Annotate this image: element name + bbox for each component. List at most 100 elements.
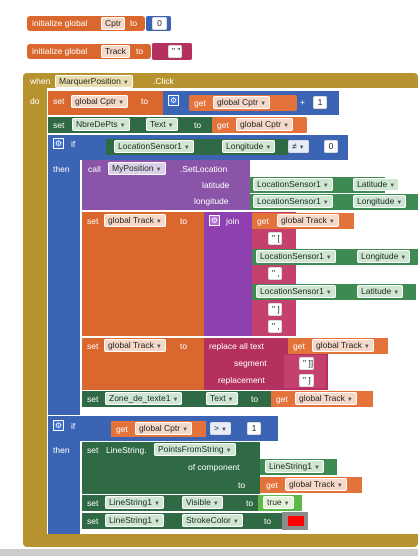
property-dropdown[interactable]: Latitude ▼ (357, 285, 404, 298)
getter-block[interactable]: LocationSensor1 ▼ Latitude ▼ (252, 284, 416, 300)
var-dropdown[interactable]: global Track ▼ (295, 392, 357, 405)
var-name-track[interactable]: Track (101, 45, 130, 58)
if-block-1[interactable] (48, 135, 80, 415)
init-cptr-block[interactable]: initialize global Cptr to (27, 16, 145, 31)
then-label: then (53, 164, 70, 174)
var-dropdown[interactable]: global Cptr ▼ (71, 95, 129, 108)
get-block[interactable]: get global Track ▼ (271, 391, 373, 407)
component-dropdown[interactable]: MarquerPosition ▼ (55, 75, 133, 88)
compare-block[interactable]: LocationSensor1 ▼ Longitude ▼ ≠ ▼ 0 (98, 135, 348, 160)
get-label: get (116, 424, 128, 434)
get-block[interactable]: get global Cptr ▼ (212, 117, 307, 133)
component-dropdown[interactable]: LineString1 ▼ (265, 460, 324, 473)
replace-label: replace all text (209, 341, 264, 351)
get-block[interactable]: get global Cptr ▼ (189, 95, 297, 111)
component-dropdown[interactable]: LineString1 ▼ (105, 496, 164, 509)
set-track-replace-block[interactable]: set global Track ▼ to (82, 338, 204, 390)
var-dropdown[interactable]: global Cptr ▼ (213, 96, 271, 109)
component-dropdown[interactable]: MyPosition ▼ (108, 162, 166, 175)
component-dropdown[interactable]: LocationSensor1 ▼ (114, 140, 194, 153)
component-dropdown[interactable]: NbreDePts ▼ (72, 118, 130, 131)
segment-text-value[interactable]: " ]] " (299, 357, 314, 370)
init-track-block[interactable]: initialize global Track to (27, 44, 151, 59)
set-stroke-block[interactable]: set LineString1 ▼ StrokeColor ▼ to (82, 513, 282, 529)
replacement-text-value[interactable]: " ] " (299, 374, 314, 387)
math-add-block[interactable]: ⚙ get global Cptr ▼ + 1 (163, 91, 339, 115)
property-dropdown[interactable]: Longitude ▼ (357, 250, 411, 263)
text-value[interactable]: " , " (268, 320, 282, 333)
if-gear-icon[interactable]: ⚙ (53, 420, 64, 431)
color-swatch[interactable] (288, 516, 304, 526)
set-label: set (87, 498, 99, 508)
when-keyword: when (30, 76, 51, 86)
do-label: do (30, 96, 40, 106)
text-value[interactable]: " , " (268, 267, 282, 280)
get-block[interactable]: get global Track ▼ (260, 477, 362, 493)
get-block[interactable]: get global Track ▼ (288, 338, 388, 354)
var-dropdown[interactable]: global Track ▼ (312, 339, 374, 352)
if-label: if (71, 139, 76, 149)
component-type: LineString. (106, 445, 147, 455)
number-value[interactable]: 1 (247, 422, 261, 435)
if-label: if (71, 421, 76, 431)
property-dropdown[interactable]: PointsFromString ▼ (154, 443, 236, 456)
text-block[interactable]: " " (152, 43, 192, 60)
set-nbre-block[interactable]: set NbreDePts ▼ Text ▼ to (48, 117, 213, 133)
component-dropdown[interactable]: Zone_de_texte1 ▼ (105, 392, 183, 405)
var-dropdown[interactable]: global Track ▼ (104, 214, 166, 227)
getter-block[interactable]: LocationSensor1 ▼ Latitude ▼ (250, 177, 400, 193)
var-dropdown[interactable]: global Cptr ▼ (135, 422, 193, 435)
set-zone-block[interactable]: set Zone_de_texte1 ▼ Text ▼ to (82, 391, 272, 407)
call-setlocation-block[interactable]: call MyPosition ▼ .SetLocation latitude l… (82, 160, 250, 210)
set-points-block[interactable]: set LineString. PointsFromString ▼ of com… (82, 442, 260, 494)
property-dropdown[interactable]: Text ▼ (146, 118, 178, 131)
to-label: to (238, 480, 246, 490)
property-dropdown[interactable]: Visible ▼ (182, 496, 223, 509)
set-cptr-block[interactable]: set global Cptr ▼ to (48, 91, 167, 115)
var-name-cptr[interactable]: Cptr (101, 17, 126, 30)
getter-block[interactable]: LocationSensor1 ▼ Longitude ▼ (250, 194, 418, 210)
plus-operator: + (300, 97, 305, 107)
join-block[interactable]: ⚙ join (204, 212, 252, 336)
boolean-block[interactable]: true ▼ (258, 495, 302, 511)
number-value[interactable]: 0 (324, 140, 338, 153)
component-dropdown[interactable]: LocationSensor1 ▼ (253, 195, 333, 208)
property-dropdown[interactable]: Latitude ▼ (353, 178, 400, 191)
color-block[interactable] (282, 512, 308, 530)
operator-dropdown[interactable]: ≠ ▼ (288, 140, 309, 153)
component-dropdown[interactable]: LineString1 ▼ (105, 514, 164, 527)
if-gear-icon[interactable]: ⚙ (53, 138, 64, 149)
to-label: to (130, 18, 138, 28)
var-dropdown[interactable]: global Cptr ▼ (236, 118, 294, 131)
number-block[interactable]: 0 (146, 16, 171, 31)
text-value[interactable]: " " (168, 45, 182, 58)
mutator-gear-icon[interactable]: ⚙ (168, 95, 179, 106)
getter-block[interactable]: LocationSensor1 ▼ Longitude ▼ (106, 139, 288, 155)
boolean-dropdown[interactable]: true ▼ (263, 496, 294, 509)
property-dropdown[interactable]: Text ▼ (206, 392, 238, 405)
number-value[interactable]: 0 (152, 17, 167, 30)
component-block[interactable]: LineString1 ▼ (260, 459, 337, 475)
text-value[interactable]: " [ " (268, 232, 282, 245)
property-dropdown[interactable]: Longitude ▼ (222, 140, 276, 153)
get-block[interactable]: get global Track ▼ (252, 213, 354, 229)
component-dropdown[interactable]: LocationSensor1 ▼ (256, 250, 336, 263)
text-value[interactable]: " ] " (268, 303, 282, 316)
set-label: set (87, 516, 99, 526)
var-dropdown[interactable]: global Track ▼ (104, 339, 166, 352)
set-label: set (53, 96, 65, 106)
property-dropdown[interactable]: StrokeColor ▼ (182, 514, 243, 527)
set-visible-block[interactable]: set LineString1 ▼ Visible ▼ to (82, 495, 258, 511)
number-value[interactable]: 1 (313, 96, 327, 109)
property-dropdown[interactable]: Longitude ▼ (353, 195, 407, 208)
get-block[interactable]: get global Cptr ▼ (111, 421, 206, 437)
to-label: to (194, 120, 202, 130)
getter-block[interactable]: LocationSensor1 ▼ Longitude ▼ (252, 249, 418, 265)
set-track-join-block[interactable]: set global Track ▼ to (82, 212, 204, 336)
var-dropdown[interactable]: global Track ▼ (277, 214, 339, 227)
component-dropdown[interactable]: LocationSensor1 ▼ (256, 285, 336, 298)
var-dropdown[interactable]: global Track ▼ (285, 478, 347, 491)
component-dropdown[interactable]: LocationSensor1 ▼ (253, 178, 333, 191)
operator-dropdown[interactable]: > ▼ (210, 422, 231, 435)
join-gear-icon[interactable]: ⚙ (209, 215, 220, 226)
